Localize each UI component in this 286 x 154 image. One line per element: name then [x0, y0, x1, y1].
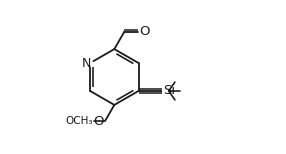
Text: Si: Si — [163, 84, 175, 97]
Text: O: O — [140, 25, 150, 38]
Text: O: O — [93, 115, 104, 128]
Text: OCH₃: OCH₃ — [65, 116, 93, 126]
Text: N: N — [82, 57, 92, 70]
